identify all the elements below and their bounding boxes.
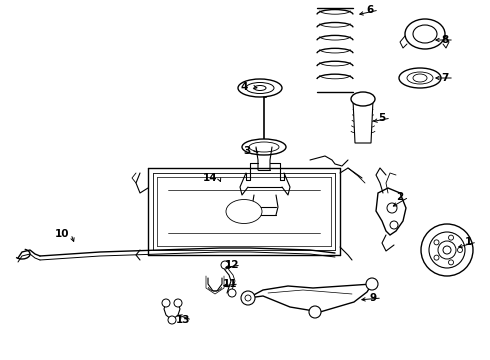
Circle shape (366, 278, 378, 290)
Ellipse shape (254, 85, 266, 90)
Circle shape (438, 241, 456, 259)
Text: 8: 8 (441, 35, 449, 45)
Circle shape (448, 235, 454, 240)
Ellipse shape (246, 82, 274, 94)
Circle shape (448, 260, 454, 265)
Circle shape (162, 299, 170, 307)
Circle shape (429, 232, 465, 268)
Ellipse shape (407, 72, 433, 84)
Ellipse shape (238, 79, 282, 97)
Circle shape (434, 240, 439, 245)
Circle shape (458, 248, 463, 252)
Ellipse shape (413, 25, 437, 43)
Ellipse shape (399, 68, 441, 88)
Circle shape (390, 221, 398, 229)
Circle shape (245, 295, 251, 301)
Circle shape (228, 289, 236, 297)
Text: 7: 7 (441, 73, 449, 83)
Circle shape (241, 291, 255, 305)
Ellipse shape (405, 19, 445, 49)
Text: 6: 6 (367, 5, 374, 15)
Text: 14: 14 (203, 173, 217, 183)
Circle shape (421, 224, 473, 276)
Ellipse shape (226, 199, 262, 224)
Text: 4: 4 (240, 82, 247, 92)
Ellipse shape (242, 139, 286, 155)
Circle shape (168, 316, 176, 324)
Text: 2: 2 (396, 192, 404, 202)
Polygon shape (353, 100, 373, 143)
Circle shape (387, 203, 397, 213)
Text: 12: 12 (225, 260, 239, 270)
Circle shape (443, 246, 451, 254)
Ellipse shape (351, 92, 375, 106)
Text: 9: 9 (369, 293, 376, 303)
Text: 5: 5 (378, 113, 386, 123)
Text: 11: 11 (223, 279, 237, 289)
Text: 10: 10 (55, 229, 69, 239)
Text: 13: 13 (176, 315, 190, 325)
Polygon shape (248, 284, 372, 312)
Text: 1: 1 (465, 237, 472, 247)
Circle shape (434, 255, 439, 260)
Circle shape (221, 261, 229, 269)
Circle shape (174, 299, 182, 307)
Polygon shape (376, 188, 406, 235)
Circle shape (309, 306, 321, 318)
Text: 3: 3 (244, 146, 250, 156)
Ellipse shape (249, 142, 279, 152)
Ellipse shape (413, 74, 427, 82)
